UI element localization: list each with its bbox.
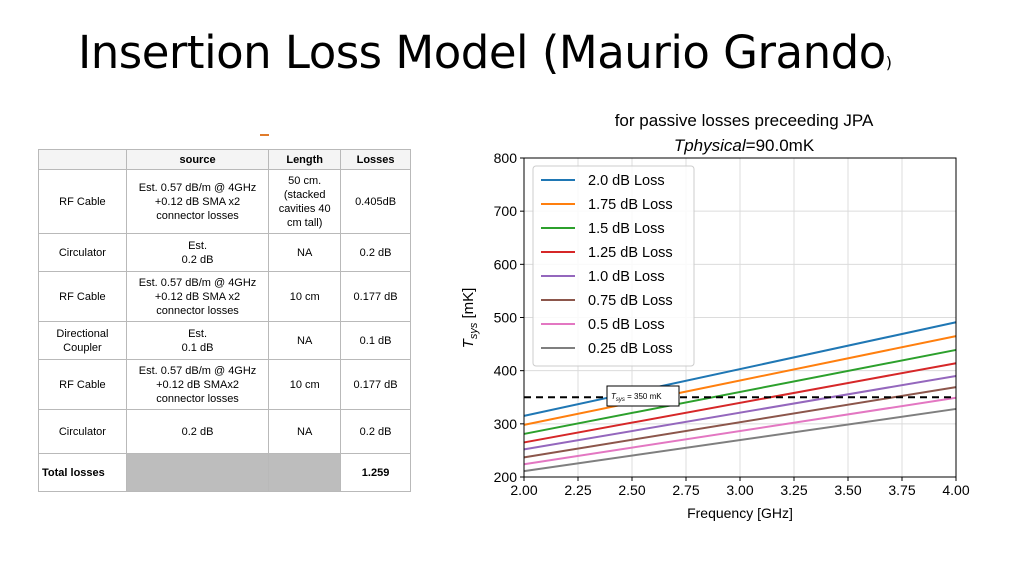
cell-component: Circulator — [38, 233, 127, 272]
y-tick-label: 500 — [494, 310, 518, 326]
series-line — [523, 348, 957, 435]
series-line — [523, 386, 957, 459]
tick-layer: 2.00 2.25 2.50 2.75 3.00 3.25 3.50 3.75 4.00 200 3… — [494, 150, 970, 498]
cell-component: Directional Coupler — [38, 321, 127, 360]
header-source: source — [125, 149, 270, 170]
y-tick-label: 400 — [494, 363, 518, 379]
legend-label: 1.25 dB Loss — [588, 245, 673, 261]
cell-component: RF Cable — [38, 359, 127, 410]
series-line — [523, 321, 957, 417]
x-tick-label: 3.75 — [888, 482, 915, 498]
cell-source: Est. 0.1 dB — [125, 321, 270, 360]
header-losses: Losses — [340, 149, 411, 170]
reference-label-t: T — [611, 392, 617, 401]
cell-empty — [268, 453, 342, 492]
legend-label: 0.5 dB Loss — [588, 317, 665, 333]
table-row: RF Cable Est. 0.57 dB/m @ 4GHz +0.12 dB … — [38, 271, 411, 322]
cell-component: Circulator — [38, 409, 127, 454]
cell-length: NA — [268, 233, 342, 272]
insertion-loss-table: source Length Losses RF Cable Est. 0.57 … — [38, 149, 411, 492]
legend-label: 1.5 dB Loss — [588, 221, 665, 237]
x-axis-label: Frequency [GHz] — [687, 505, 793, 521]
y-tick-label: 800 — [494, 150, 518, 166]
cell-losses: 0.405dB — [340, 169, 411, 234]
cell-losses: 0.2 dB — [340, 233, 411, 272]
cell-source: Est. 0.57 dB/m @ 4GHz +0.12 dB SMA x2 co… — [125, 169, 270, 234]
cell-losses: 0.2 dB — [340, 409, 411, 454]
cell-length: 50 cm. (stacked cavities 40 cm tall) — [268, 169, 342, 234]
series-line — [523, 362, 957, 444]
chart-title-value: =90.0mK — [746, 136, 815, 155]
reference-label-rest: = 350 mK — [625, 392, 662, 401]
x-tick-label: 3.00 — [726, 482, 753, 498]
cell-losses: 0.177 dB — [340, 271, 411, 322]
y-tick-label: 600 — [494, 256, 518, 272]
series-layer — [523, 321, 957, 473]
x-tick-label: 4.00 — [942, 482, 969, 498]
y-tick-label: 700 — [494, 203, 518, 219]
table-row: RF Cable Est. 0.57 dB/m @ 4GHz +0.12 dB … — [38, 169, 411, 234]
slide-title-main: Insertion Loss Model (Maurio Grando — [78, 26, 886, 79]
legend-label: 2.0 dB Loss — [588, 173, 665, 189]
y-axis-label-unit: [mK] — [460, 288, 477, 323]
legend-layer: 2.0 dB Loss 1.75 dB Loss 1.5 dB Loss 1.25 d… — [541, 173, 673, 357]
grid-layer — [523, 157, 957, 478]
y-axis-label-t: T — [460, 337, 477, 348]
x-tick-label: 3.25 — [780, 482, 807, 498]
y-tick-label: 200 — [494, 469, 518, 485]
reference-label: Tsys = 350 mK — [606, 385, 680, 407]
cell-empty — [125, 453, 270, 492]
table-total-row: Total losses 1.259 — [38, 453, 411, 492]
x-tick-label: 2.25 — [564, 482, 591, 498]
cell-losses: 0.177 dB — [340, 359, 411, 410]
orange-dash-mark — [260, 134, 269, 136]
x-tick-label: 3.50 — [834, 482, 861, 498]
cell-source: 0.2 dB — [125, 409, 270, 454]
x-tick-label: 2.50 — [618, 482, 645, 498]
chart-title-line2: Tphysical=90.0mK — [674, 136, 815, 155]
chart-title-line1: for passive losses preceeding JPA — [615, 111, 874, 130]
legend-label: 1.0 dB Loss — [588, 269, 665, 285]
cell-component: RF Cable — [38, 169, 127, 234]
cell-total-label: Total losses — [38, 453, 127, 492]
cell-losses: 0.1 dB — [340, 321, 411, 360]
series-line — [523, 407, 957, 473]
table-row: Directional Coupler Est. 0.1 dB NA 0.1 d… — [38, 321, 411, 360]
cell-length: NA — [268, 321, 342, 360]
tsys-line-chart: for passive losses preceeding JPA Tphysi… — [460, 111, 970, 521]
legend-box — [532, 165, 695, 367]
y-tick-label: 300 — [494, 416, 518, 432]
table-header-row: source Length Losses — [38, 149, 411, 170]
cell-length: 10 cm — [268, 359, 342, 410]
table-row: RF Cable Est. 0.57 dB/m @ 4GHz +0.12 dB … — [38, 359, 411, 410]
series-line — [523, 335, 957, 426]
slide-title: Insertion Loss Model (Maurio Grando) — [78, 26, 892, 79]
y-axis-label: Tsys [mK] — [460, 288, 480, 349]
series-line — [523, 374, 957, 451]
reference-label-sub: sys — [616, 397, 625, 403]
cell-length: 10 cm — [268, 271, 342, 322]
y-axis-label-sub: sys — [468, 322, 480, 339]
cell-component: RF Cable — [38, 271, 127, 322]
cell-source: Est. 0.57 dB/m @ 4GHz +0.12 dB SMA x2 co… — [125, 271, 270, 322]
series-line — [523, 396, 957, 466]
chart-title-tphysical: Tphysical — [674, 136, 747, 155]
cell-length: NA — [268, 409, 342, 454]
header-component — [38, 149, 127, 170]
legend-label: 0.75 dB Loss — [588, 293, 673, 309]
reference-label-box — [606, 385, 680, 407]
reference-label-text: Tsys = 350 mK — [611, 392, 662, 403]
cell-source: Est. 0.57 dB/m @ 4GHz +0.12 dB SMAx2 con… — [125, 359, 270, 410]
x-tick-label: 2.00 — [510, 482, 537, 498]
x-tick-label: 2.75 — [672, 482, 699, 498]
legend-label: 0.25 dB Loss — [588, 341, 673, 357]
cell-total-losses: 1.259 — [340, 453, 411, 492]
table-row: Circulator Est. 0.2 dB NA 0.2 dB — [38, 233, 411, 272]
legend-label: 1.75 dB Loss — [588, 197, 673, 213]
header-length: Length — [268, 149, 342, 170]
table-row: Circulator 0.2 dB NA 0.2 dB — [38, 409, 411, 454]
slide-title-paren: ) — [885, 53, 892, 72]
cell-source: Est. 0.2 dB — [125, 233, 270, 272]
